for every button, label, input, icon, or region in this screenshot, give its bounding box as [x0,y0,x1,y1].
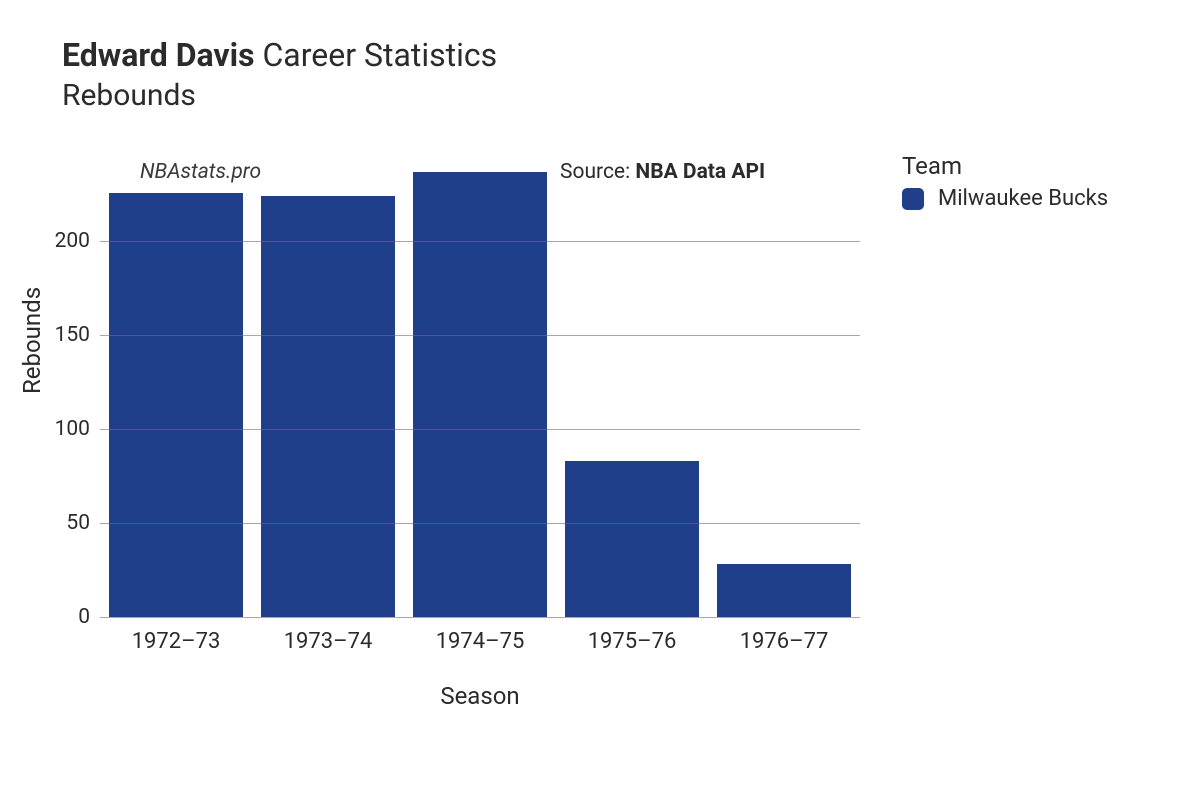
y-tick-label: 50 [66,511,90,535]
gridline [100,617,860,618]
legend-item: Milwaukee Bucks [902,186,1108,211]
chart-container: Edward Davis Career Statistics Rebounds … [0,0,1200,800]
y-tick-label: 0 [78,605,90,629]
x-axis-title: Season [440,682,519,710]
x-tick-label: 1976–77 [740,629,829,654]
legend-label: Milwaukee Bucks [938,186,1108,211]
x-tick-label: 1972–73 [132,629,221,654]
title-rest: Career Statistics [255,36,498,74]
bar [109,193,243,617]
y-tick-label: 200 [55,229,90,253]
x-tick-label: 1975–76 [588,629,677,654]
bar [261,196,395,617]
plot-area: 0501001502001972–731973–741974–751975–76… [100,172,860,617]
bar [717,564,851,617]
x-tick-label: 1973–74 [284,629,373,654]
x-tick-label: 1974–75 [436,629,525,654]
legend-swatch [902,188,924,210]
bars-layer [100,172,860,617]
gridline [100,523,860,524]
title-block: Edward Davis Career Statistics Rebounds [62,36,497,113]
chart-subtitle: Rebounds [62,78,497,113]
title-player-name: Edward Davis [62,36,255,74]
chart-title: Edward Davis Career Statistics [62,36,497,74]
y-tick-label: 150 [55,323,90,347]
legend-title: Team [902,152,1108,180]
y-axis-title: Rebounds [18,287,46,394]
legend: Team Milwaukee Bucks [902,152,1108,211]
y-tick-label: 100 [55,417,90,441]
gridline [100,429,860,430]
gridline [100,241,860,242]
bar [565,461,699,617]
bar [413,172,547,617]
gridline [100,335,860,336]
